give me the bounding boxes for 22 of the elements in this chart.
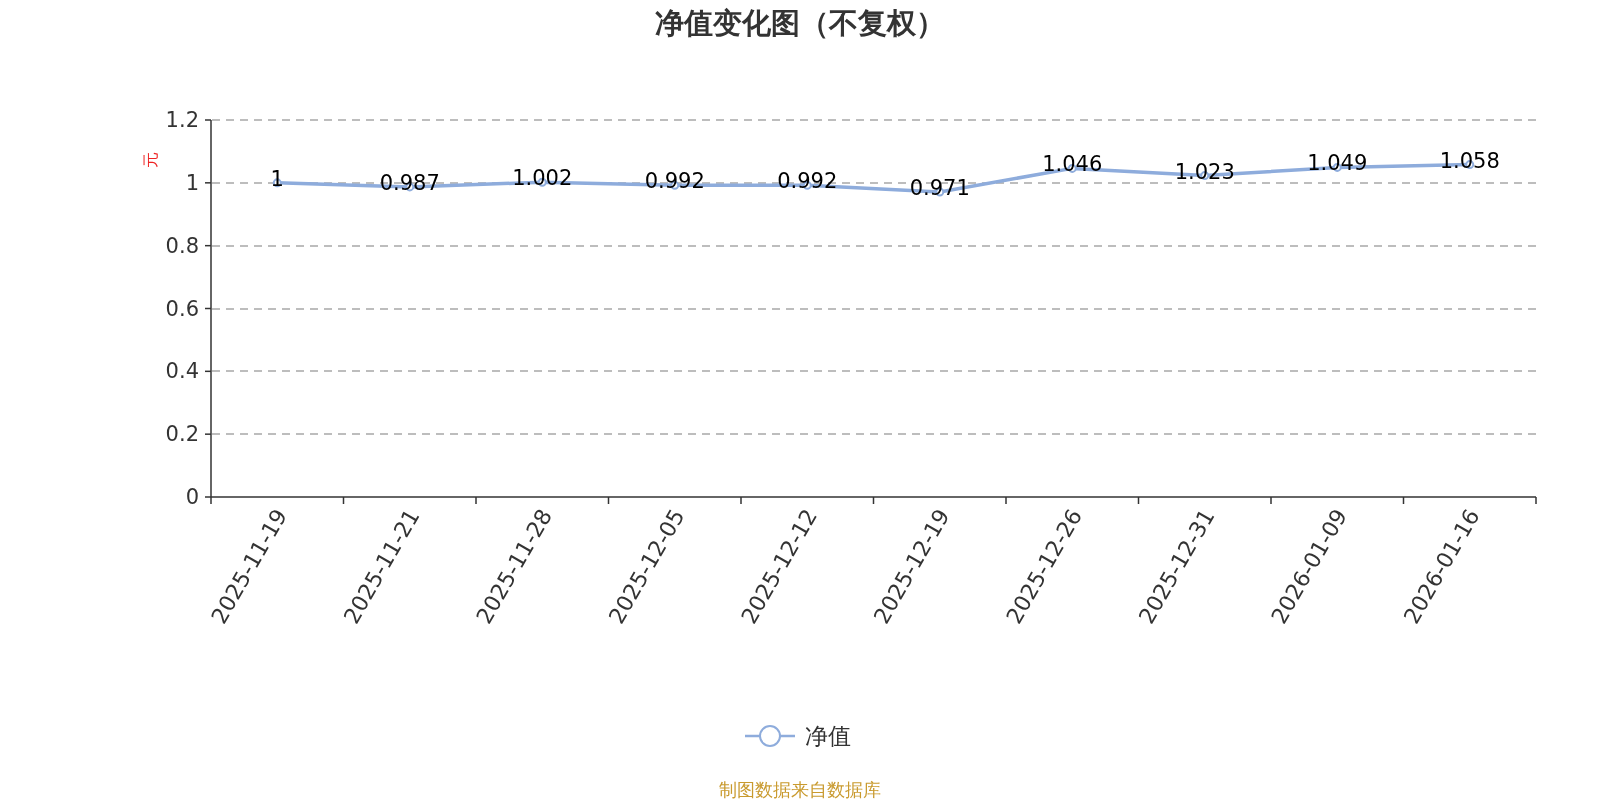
data-label: 0.992 bbox=[777, 169, 838, 194]
text: 制图数据来自数据库 bbox=[719, 778, 881, 800]
chart-title: 净值变化图（不复权） bbox=[655, 6, 945, 40]
data-label: 1.058 bbox=[1439, 148, 1500, 173]
y-tick-label: 0.8 bbox=[165, 233, 199, 258]
legend-label: 净值 bbox=[805, 723, 851, 749]
data-label: 0.987 bbox=[379, 170, 440, 195]
y-axis-title: 元 bbox=[140, 152, 160, 168]
data-label: 1.002 bbox=[512, 166, 573, 191]
y-tick-label: 1 bbox=[185, 170, 199, 195]
y-tick-label: 0.4 bbox=[165, 359, 199, 384]
data-label: 1.023 bbox=[1174, 159, 1235, 184]
y-tick-label: 1.2 bbox=[165, 108, 199, 132]
data-label: 1.046 bbox=[1042, 152, 1103, 177]
y-tick-label: 0.6 bbox=[165, 296, 199, 321]
y-tick-label: 0.2 bbox=[165, 422, 199, 447]
data-label: 1.049 bbox=[1307, 151, 1368, 176]
data-label: 0.971 bbox=[909, 175, 970, 200]
y-tick-label: 0 bbox=[185, 485, 199, 509]
data-label: 1 bbox=[270, 166, 284, 191]
legend: 净值 bbox=[745, 723, 851, 749]
data-label: 0.992 bbox=[644, 169, 705, 194]
